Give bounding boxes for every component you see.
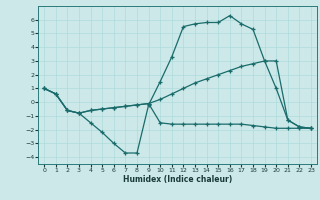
- X-axis label: Humidex (Indice chaleur): Humidex (Indice chaleur): [123, 175, 232, 184]
